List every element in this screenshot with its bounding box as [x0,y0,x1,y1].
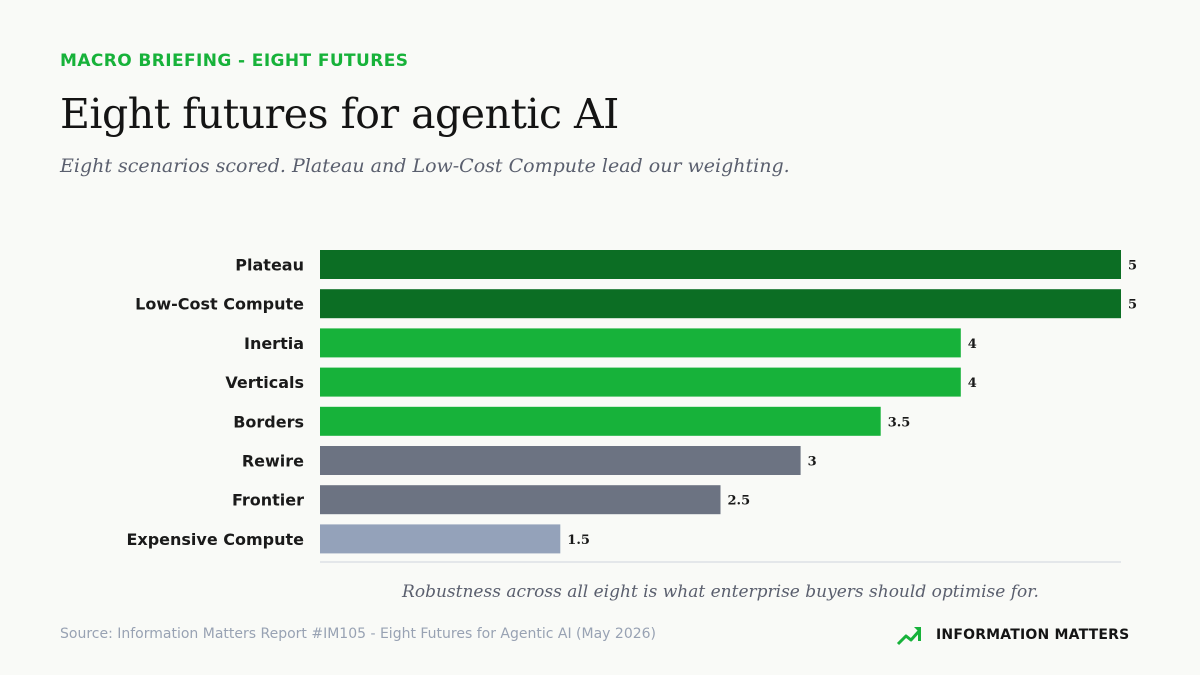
bar-5 [320,446,801,475]
bar-6 [320,485,721,515]
value-label-0: 5 [1128,259,1137,274]
brand-name: INFORMATION MATTERS [936,627,1130,643]
category-label-7: Expensive Compute [126,530,304,549]
value-label-3: 4 [968,376,977,391]
source-note: Source: Information Matters Report #IM10… [60,626,657,642]
bar-1 [320,289,1121,319]
bar-0 [320,250,1121,279]
category-label-5: Rewire [242,452,304,471]
value-label-7: 1.5 [567,533,590,548]
category-label-6: Frontier [232,491,304,510]
brand: INFORMATION MATTERS [896,624,1129,646]
category-label-4: Borders [233,412,304,431]
category-label-2: Inertia [244,334,304,353]
category-label-0: Plateau [235,256,304,275]
category-label-3: Verticals [225,373,304,392]
category-label-1: Low-Cost Compute [135,295,304,314]
value-label-5: 3 [808,455,817,470]
chart-caption: Robustness across all eight is what ente… [402,582,1039,602]
chart-title: Eight futures for agentic AI [60,90,619,138]
value-label-4: 3.5 [888,415,911,430]
value-label-2: 4 [968,337,977,352]
kicker: MACRO BRIEFING - EIGHT FUTURES [60,51,409,71]
value-label-6: 2.5 [728,494,751,509]
value-label-1: 5 [1128,298,1137,313]
bar-4 [320,406,881,436]
chart-subtitle: Eight scenarios scored. Plateau and Low-… [60,155,790,177]
bar-2 [320,328,961,358]
trend-up-icon [896,627,922,646]
bar-7 [320,524,561,554]
bar-3 [320,367,961,397]
